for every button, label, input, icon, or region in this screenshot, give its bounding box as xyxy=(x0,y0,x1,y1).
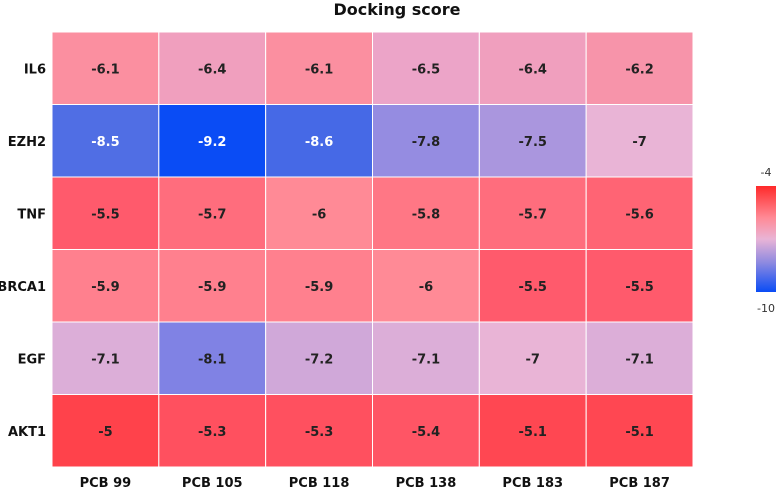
column-labels: PCB 99 PCB 105 PCB 118 PCB 138 PCB 183 PCB 18… xyxy=(80,476,670,491)
heatmap-cell xyxy=(372,249,480,323)
cell-value-label: -5.5 xyxy=(625,280,653,295)
cell-value-label: -5.5 xyxy=(519,280,547,295)
colorbar-gradient xyxy=(756,186,776,292)
colorbar: -4 -10 xyxy=(756,166,776,315)
column-label: PCB 99 xyxy=(80,476,132,490)
chart-title: Docking score xyxy=(333,0,460,19)
cell-value-label: -7.2 xyxy=(305,352,333,367)
heatmap-cell xyxy=(51,394,160,468)
heatmap-cell xyxy=(51,321,160,395)
cell-value-label: -5.8 xyxy=(412,207,440,222)
cell-value-label: -5.1 xyxy=(519,425,547,440)
heatmap-cell xyxy=(478,31,587,105)
heatmap-cell xyxy=(158,31,267,105)
heatmap-cell xyxy=(158,176,267,250)
cell-value-label: -5.4 xyxy=(412,425,440,440)
cell-value-label: -8.1 xyxy=(198,352,226,367)
heatmap-cell xyxy=(478,394,587,468)
column-label: PCB 118 xyxy=(289,476,350,490)
cell-value-label: -5.9 xyxy=(305,280,333,295)
heatmap-cell xyxy=(478,249,587,323)
heatmap-cell xyxy=(372,394,480,468)
cell-value-label: -5.5 xyxy=(91,207,119,222)
cell-value-label: -7.1 xyxy=(412,352,440,367)
heatmap-cell xyxy=(478,176,587,250)
cell-value-label: -6.1 xyxy=(305,62,333,77)
heatmap-cell xyxy=(585,394,694,468)
column-label: PCB 187 xyxy=(609,476,670,490)
heatmap-cell xyxy=(372,321,480,395)
heatmap-cell xyxy=(158,249,267,323)
cell-value-label: -5.9 xyxy=(91,280,119,295)
heatmap-cell xyxy=(265,176,373,250)
row-label: IL6 xyxy=(24,62,46,77)
cell-value-label: -6 xyxy=(419,280,433,295)
cell-value-label: -5.3 xyxy=(305,425,333,440)
column-label: PCB 138 xyxy=(396,476,457,490)
colorbar-min-label: -10 xyxy=(757,302,775,315)
row-label: EGF xyxy=(18,352,46,367)
cell-value-label: -7.1 xyxy=(91,352,119,367)
heatmap-cell xyxy=(585,176,694,250)
cell-value-label: -5 xyxy=(98,425,112,440)
cell-value-label: -8.5 xyxy=(91,135,119,150)
heatmap-cells: -6.1 -6.4 -6.1 -6.5 -6.4 -6.2 -8.5 -9.2 -8.6 -7.8… xyxy=(51,31,694,468)
cell-value-label: -6.2 xyxy=(625,62,653,77)
heatmap-cell xyxy=(51,176,160,250)
cell-value-label: -5.3 xyxy=(198,425,226,440)
heatmap-cell xyxy=(265,249,373,323)
cell-value-label: -9.2 xyxy=(198,135,226,150)
heatmap-cell xyxy=(51,249,160,323)
heatmap-cell xyxy=(478,321,587,395)
cell-value-label: -7 xyxy=(526,352,540,367)
cell-value-label: -6.5 xyxy=(412,62,440,77)
heatmap-cell xyxy=(158,104,267,178)
heatmap-cell xyxy=(585,104,694,178)
cell-value-label: -5.7 xyxy=(198,207,226,222)
colorbar-max-label: -4 xyxy=(761,166,772,179)
column-label: PCB 183 xyxy=(502,476,563,490)
heatmap-cell xyxy=(585,249,694,323)
heatmap-cell xyxy=(372,31,480,105)
heatmap-cell xyxy=(372,176,480,250)
cell-value-label: -5.1 xyxy=(625,425,653,440)
row-label: BRCA1 xyxy=(0,280,46,295)
cell-value-label: -5.9 xyxy=(198,280,226,295)
cell-value-label: -7.1 xyxy=(625,352,653,367)
cell-value-label: -8.6 xyxy=(305,135,333,150)
heatmap-cell xyxy=(265,321,373,395)
cell-value-label: -7.8 xyxy=(412,135,440,150)
row-label: TNF xyxy=(17,207,46,222)
cell-value-label: -5.7 xyxy=(519,207,547,222)
heatmap-cell xyxy=(372,104,480,178)
row-label: EZH2 xyxy=(8,135,46,150)
column-label: PCB 105 xyxy=(182,476,243,490)
cell-value-label: -7 xyxy=(632,135,646,150)
heatmap-cell xyxy=(51,31,160,105)
cell-value-label: -6 xyxy=(312,207,326,222)
cell-value-label: -6.4 xyxy=(519,62,547,77)
heatmap-cell xyxy=(585,321,694,395)
cell-value-label: -7.5 xyxy=(519,135,547,150)
cell-value-label: -6.4 xyxy=(198,62,226,77)
heatmap-cell xyxy=(265,31,373,105)
row-label: AKT1 xyxy=(8,425,46,440)
heatmap-cell xyxy=(585,31,694,105)
cell-value-label: -6.1 xyxy=(91,62,119,77)
row-labels: IL6 EZH2 TNF BRCA1 EGF AKT1 xyxy=(0,62,46,440)
cell-value-label: -5.6 xyxy=(625,207,653,222)
